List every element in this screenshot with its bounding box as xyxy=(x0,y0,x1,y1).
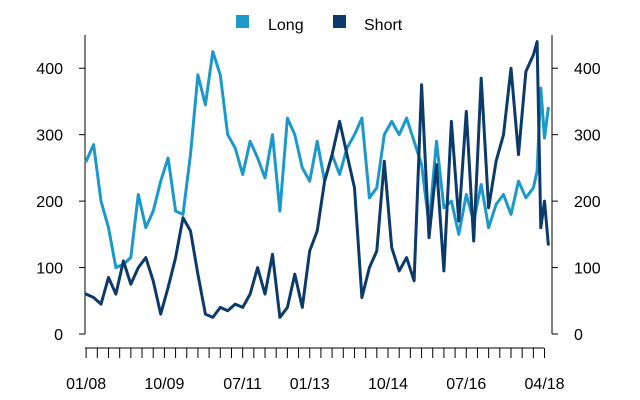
y-tick-label-right: 100 xyxy=(574,261,601,278)
x-tick-label: 07/11 xyxy=(223,376,262,393)
y-tick-label-right: 400 xyxy=(574,61,601,78)
legend-swatch-short xyxy=(333,15,346,28)
y-tick-label-left: 0 xyxy=(54,327,63,344)
series-line-short xyxy=(84,40,550,319)
x-tick-label: 01/13 xyxy=(290,376,330,393)
series-lines xyxy=(84,40,550,319)
x-tick-label: 10/09 xyxy=(144,376,184,393)
legend: Long Short xyxy=(236,15,403,34)
y-tick-label-left: 300 xyxy=(36,128,63,145)
y-tick-label-right: 200 xyxy=(574,194,601,211)
x-tick-label: 04/18 xyxy=(525,376,565,393)
axes xyxy=(79,35,558,358)
x-tick-label: 07/16 xyxy=(446,376,486,393)
legend-label-long: Long xyxy=(268,17,304,34)
legend-label-short: Short xyxy=(364,17,403,34)
tick-labels: 0 0 100 100 200 200 300 300 400 400 01/08 10/09 07/1… xyxy=(36,61,601,393)
x-tick-label: 10/14 xyxy=(368,376,408,393)
y-tick-label-right: 0 xyxy=(574,327,583,344)
y-tick-label-right: 300 xyxy=(574,128,601,145)
y-tick-label-left: 100 xyxy=(36,261,63,278)
legend-swatch-long xyxy=(236,15,249,28)
y-tick-label-left: 400 xyxy=(36,61,63,78)
x-tick-label: 01/08 xyxy=(66,376,106,393)
y-tick-label-left: 200 xyxy=(36,194,63,211)
